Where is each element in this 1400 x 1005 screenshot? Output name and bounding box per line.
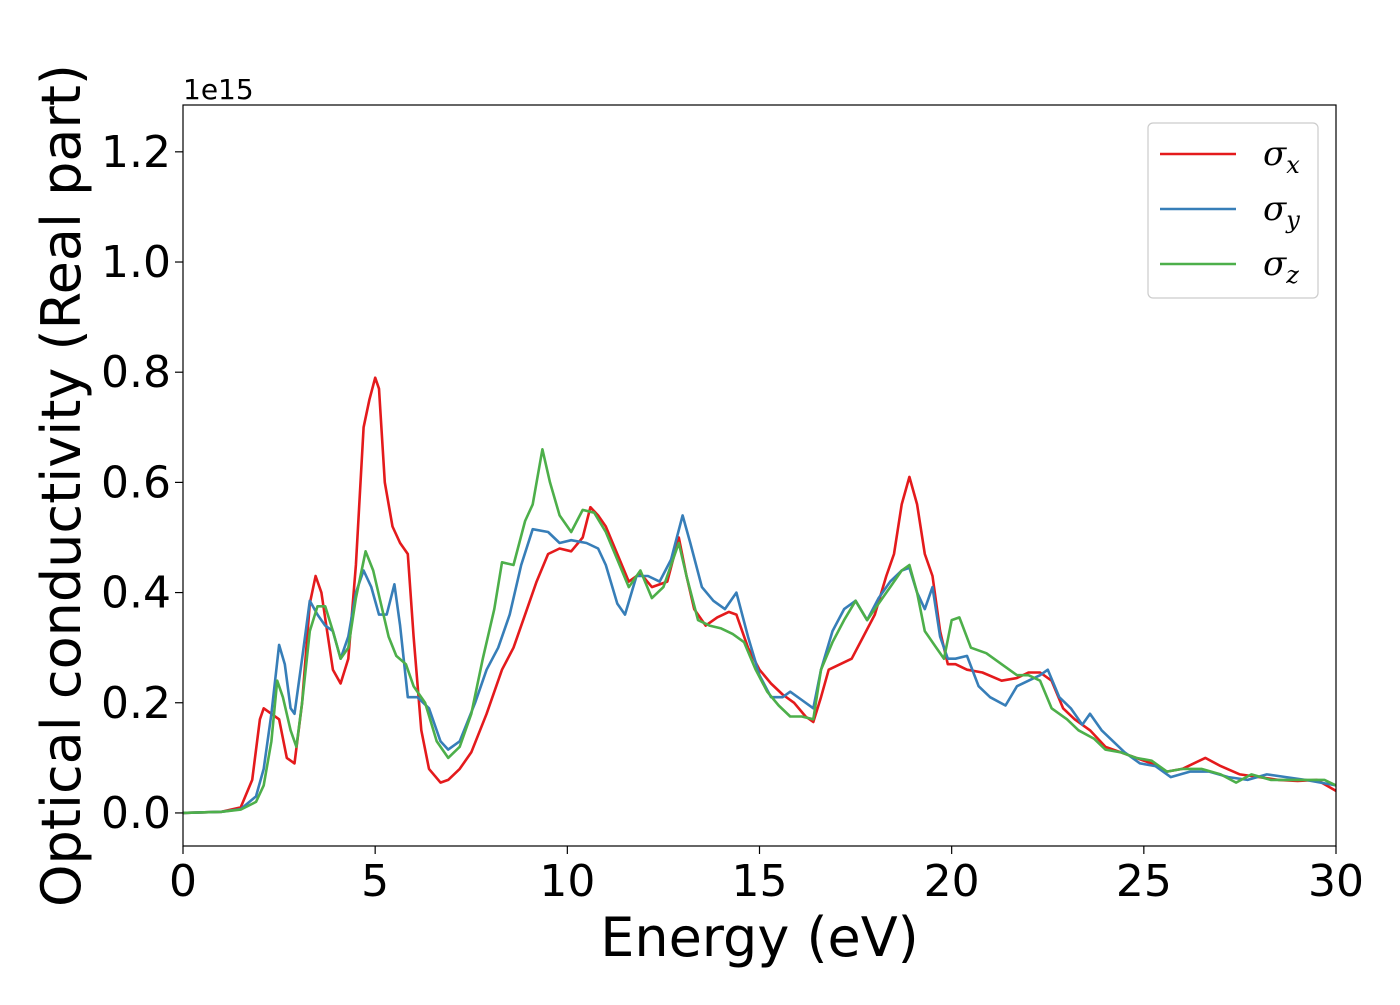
y-tick-label: 1.0 [101, 237, 171, 288]
x-tick-label: 0 [169, 856, 197, 907]
y-axis-title: Optical conductivity (Real part) [30, 64, 93, 907]
legend-subscript: x [1286, 151, 1300, 179]
x-tick-label: 10 [539, 856, 595, 907]
legend-label-y: σy [1263, 189, 1300, 234]
y-tick-label: 0.4 [101, 568, 171, 619]
series-line-z [183, 448, 1336, 815]
y-axis-ticks: 0.0 0.2 0.4 0.6 0.8 1.0 1.2 [101, 127, 183, 839]
x-tick-label: 25 [1116, 856, 1172, 907]
x-tick-label: 30 [1308, 856, 1364, 907]
y-tick-label: 0.8 [101, 347, 171, 398]
legend-symbol: σ [1263, 189, 1287, 229]
legend-label-x: σx [1263, 134, 1300, 179]
legend-label-z: σz [1263, 244, 1299, 289]
x-axis-title: Energy (eV) [600, 906, 919, 969]
x-axis-ticks: 0 5 10 15 20 25 30 [169, 846, 1364, 907]
x-tick-label: 20 [924, 856, 980, 907]
legend-subscript: z [1285, 261, 1299, 289]
y-tick-label: 1.2 [101, 127, 171, 178]
x-tick-label: 5 [361, 856, 389, 907]
legend-subscript: y [1285, 206, 1300, 234]
legend-symbol: σ [1263, 134, 1287, 174]
legend-symbol: σ [1263, 244, 1287, 284]
legend-box [1147, 122, 1319, 299]
y-tick-label: 0.2 [101, 678, 171, 729]
y-tick-label: 0.6 [101, 457, 171, 508]
series-layer [183, 376, 1336, 815]
y-axis-offset-label: 1e15 [183, 73, 254, 106]
y-tick-label: 0.0 [101, 788, 171, 839]
x-tick-label: 15 [732, 856, 788, 907]
